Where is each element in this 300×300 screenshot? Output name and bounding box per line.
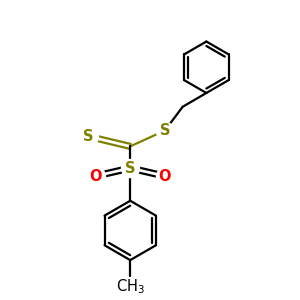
Text: O: O (159, 169, 171, 184)
Text: CH$_3$: CH$_3$ (116, 277, 145, 296)
Text: S: S (125, 160, 136, 175)
Text: S: S (160, 123, 170, 138)
Text: S: S (83, 129, 94, 144)
Text: O: O (89, 169, 102, 184)
